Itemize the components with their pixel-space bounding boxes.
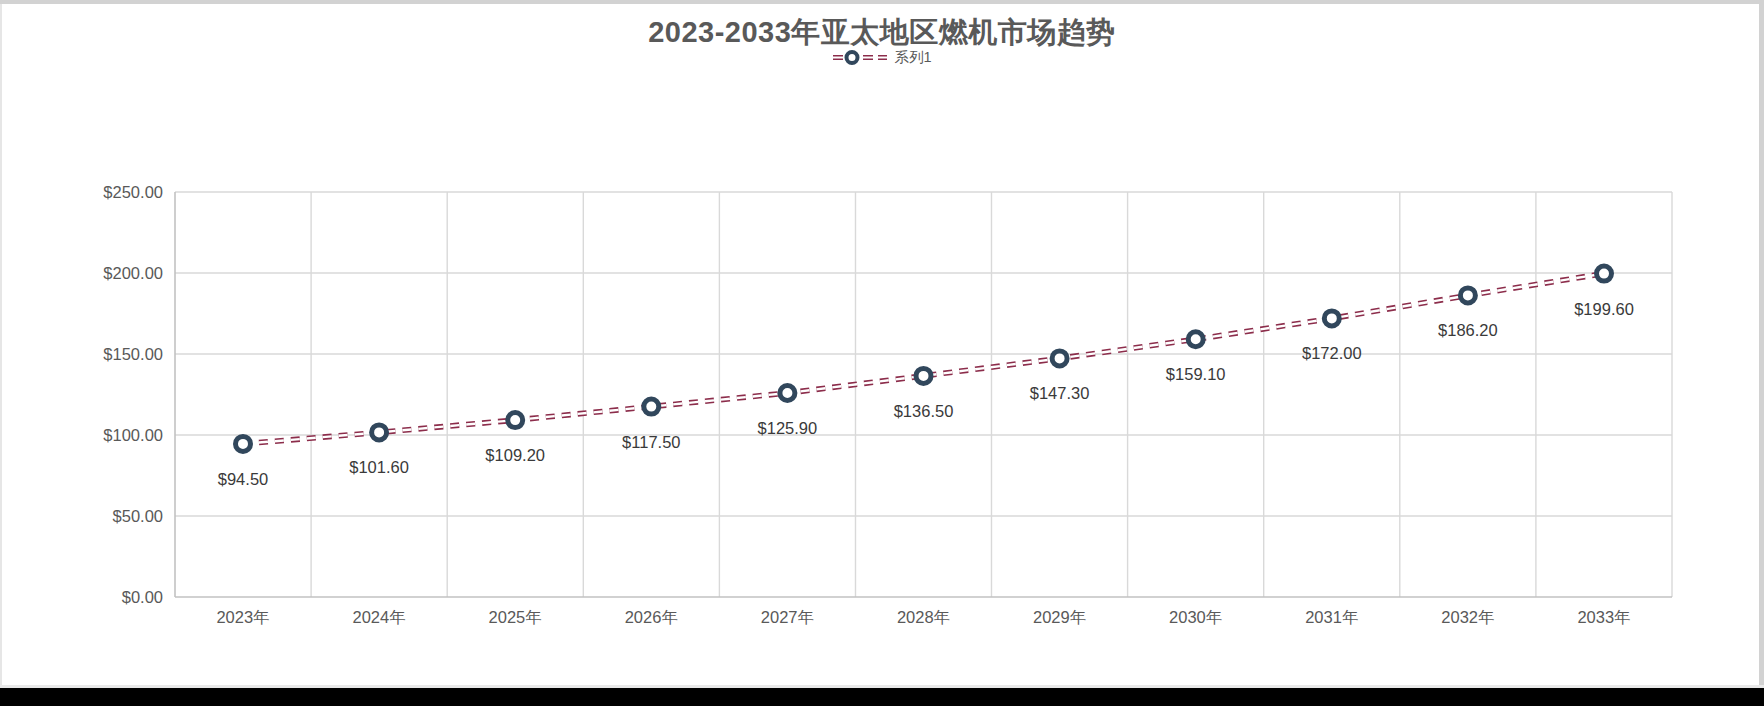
data-label: $136.50 — [894, 402, 954, 420]
data-label: $125.90 — [758, 419, 818, 437]
x-axis-label: 2025年 — [489, 608, 542, 626]
data-point-marker — [508, 413, 523, 428]
data-label: $186.20 — [1438, 321, 1498, 339]
x-axis-label: 2031年 — [1305, 608, 1358, 626]
y-tick-label: $250.00 — [103, 183, 163, 201]
data-label: $117.50 — [622, 433, 680, 451]
window-edge-top — [0, 0, 1764, 4]
legend-series-label: 系列1 — [894, 48, 931, 67]
window-edge-left — [0, 0, 2, 686]
data-label: $109.20 — [485, 446, 545, 464]
y-tick-label: $50.00 — [113, 507, 163, 525]
data-point-marker — [1188, 332, 1203, 347]
screen: $0.00 $50.00 $100.00 $150.00 $200.00 $250.00 2… — [0, 0, 1764, 706]
window-edge-right — [1759, 0, 1764, 686]
bottom-black-bar — [0, 688, 1764, 706]
x-axis-label: 2026年 — [625, 608, 678, 626]
line-chart-plot: $0.00 $50.00 $100.00 $150.00 $200.00 $250.00 2… — [0, 0, 1764, 706]
data-point-marker — [916, 368, 931, 383]
chart-title: 2023-2033年亚太地区燃机市场趋势 — [0, 13, 1764, 53]
x-axis-label: 2023年 — [216, 608, 269, 626]
x-axis-label: 2030年 — [1169, 608, 1222, 626]
data-label: $172.00 — [1302, 344, 1362, 362]
data-point-marker — [780, 386, 795, 401]
data-label: $199.60 — [1574, 300, 1634, 318]
x-axis-label: 2028年 — [897, 608, 950, 626]
data-point-marker — [236, 436, 251, 451]
data-point-marker — [1052, 351, 1067, 366]
data-point-marker — [1597, 266, 1612, 281]
x-axis-label: 2027年 — [761, 608, 814, 626]
data-point-marker — [644, 399, 659, 414]
data-point-marker — [1324, 311, 1339, 326]
data-point-marker — [1460, 288, 1475, 303]
legend[interactable]: 系列1 — [0, 49, 1764, 65]
data-point-marker — [372, 425, 387, 440]
y-tick-label: $100.00 — [103, 426, 163, 444]
chart-canvas[interactable]: $0.00 $50.00 $100.00 $150.00 $200.00 $250.00 2… — [0, 0, 1764, 706]
data-label: $159.10 — [1166, 365, 1226, 383]
x-axis-label: 2032年 — [1441, 608, 1494, 626]
data-label: $94.50 — [218, 470, 268, 488]
y-tick-label: $150.00 — [103, 345, 163, 363]
y-tick-label: $200.00 — [103, 264, 163, 282]
x-axis-label: 2033年 — [1577, 608, 1630, 626]
y-tick-label: $0.00 — [122, 588, 163, 606]
x-axis-label: 2024年 — [352, 608, 405, 626]
legend-line-marker-icon — [832, 50, 888, 65]
data-label: $101.60 — [349, 458, 409, 476]
data-label: $147.30 — [1030, 384, 1090, 402]
x-axis-label: 2029年 — [1033, 608, 1086, 626]
